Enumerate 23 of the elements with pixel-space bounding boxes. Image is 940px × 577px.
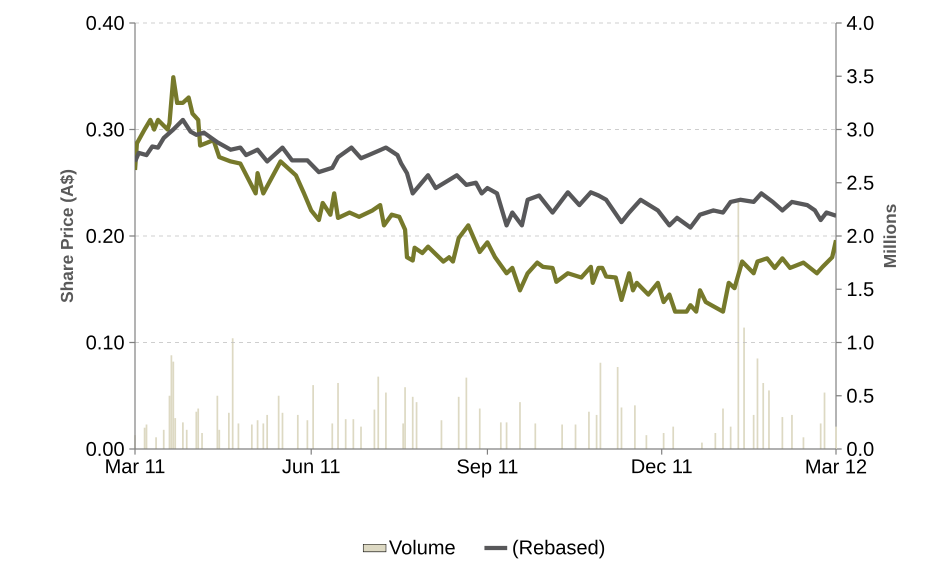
- y2-tick-label: 2.0: [847, 228, 874, 244]
- y2-tick-label: 0.5: [847, 388, 874, 403]
- legend-label: Volume: [389, 540, 455, 554]
- x-tick-label: Mar 11: [106, 459, 164, 474]
- y-tick-label: 0.00: [86, 442, 124, 456]
- y2-tick-label: 3.5: [847, 69, 874, 84]
- x-tick-label: Dec 11: [632, 459, 692, 474]
- x-tick-label: Sep 11: [457, 459, 518, 478]
- y2-tick-label: 4.0: [846, 16, 874, 30]
- y2-tick-label: 3.0: [847, 122, 874, 137]
- y2-tick-label: 0.0: [847, 442, 874, 456]
- y-axis-title: Share Price (A$): [60, 170, 77, 302]
- y-tick-label: 0.40: [86, 16, 124, 30]
- y-tick-label: 0.20: [86, 228, 124, 244]
- y2-axis-title: Millions: [883, 204, 896, 268]
- legend-label: (Rebased): [513, 540, 604, 558]
- y2-tick-label: 1.0: [848, 335, 874, 350]
- y-tick-label: 0.30: [86, 122, 124, 137]
- y-tick-label: 0.10: [86, 335, 124, 350]
- y2-tick-label: 2.5: [847, 176, 874, 190]
- x-tick-label: Jun 11: [282, 459, 340, 474]
- y2-tick-label: 1.5: [848, 282, 874, 296]
- x-tick-label: Mar 12: [806, 459, 866, 474]
